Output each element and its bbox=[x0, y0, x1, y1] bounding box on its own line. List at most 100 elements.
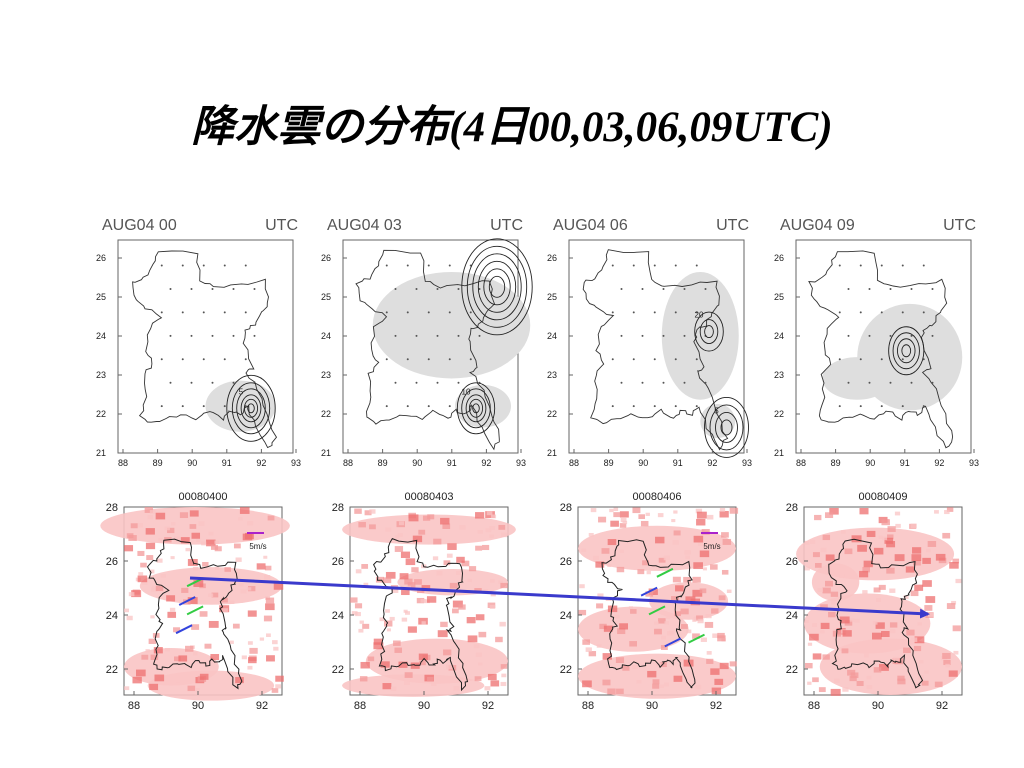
precip-cell bbox=[456, 571, 462, 575]
precip-cell bbox=[706, 658, 714, 664]
precip-area bbox=[342, 674, 485, 697]
precip-cell bbox=[632, 507, 641, 514]
precip-cell bbox=[722, 538, 732, 545]
precip-cell bbox=[603, 625, 613, 632]
y-tick-label: 21 bbox=[547, 448, 557, 458]
precip-cell bbox=[447, 543, 457, 550]
station-dot bbox=[704, 381, 707, 384]
contour-line bbox=[488, 275, 506, 298]
precip-cell bbox=[221, 597, 228, 603]
station-dot bbox=[674, 264, 677, 267]
y-tick-label: 22 bbox=[774, 409, 784, 419]
precip-cell bbox=[155, 512, 166, 520]
precip-cell bbox=[726, 589, 732, 594]
precip-cell bbox=[695, 508, 703, 514]
x-tick-label: 88 bbox=[343, 458, 353, 468]
precip-cell bbox=[489, 526, 496, 531]
precip-cell bbox=[714, 678, 724, 685]
precip-cell bbox=[953, 650, 959, 655]
station-dot bbox=[436, 381, 439, 384]
precip-cell bbox=[680, 608, 689, 615]
precip-cell bbox=[582, 680, 592, 688]
precip-cell bbox=[187, 597, 198, 605]
precip-cell bbox=[241, 655, 247, 660]
station-dot bbox=[478, 334, 481, 337]
station-dot bbox=[922, 311, 925, 314]
precip-cell bbox=[597, 593, 604, 598]
precip-cell bbox=[598, 516, 607, 523]
station-dot bbox=[160, 358, 163, 361]
precip-cell bbox=[136, 523, 143, 528]
precip-cell bbox=[927, 612, 933, 617]
precip-cell bbox=[717, 632, 725, 639]
station-dot bbox=[880, 358, 883, 361]
precip-cell bbox=[871, 632, 882, 640]
precip-cell bbox=[581, 548, 587, 552]
x-tick-label: 91 bbox=[447, 458, 457, 468]
precip-cell bbox=[153, 647, 163, 654]
x-tick-label: 92 bbox=[256, 700, 268, 712]
precip-cell bbox=[179, 512, 189, 519]
precip-cell bbox=[196, 538, 201, 542]
precip-cell bbox=[185, 547, 190, 552]
precip-cell bbox=[719, 508, 726, 512]
station-dot bbox=[611, 358, 614, 361]
precip-cell bbox=[266, 655, 275, 662]
wind-vector bbox=[640, 586, 658, 597]
precip-cell bbox=[839, 574, 845, 578]
precip-cell bbox=[866, 675, 872, 680]
precip-cell bbox=[878, 535, 883, 539]
precip-cell bbox=[411, 567, 419, 573]
station-dot bbox=[620, 334, 623, 337]
precip-cell bbox=[500, 582, 508, 589]
precip-cell bbox=[807, 642, 813, 646]
precip-cell bbox=[483, 589, 489, 593]
precip-cell bbox=[373, 638, 383, 645]
station-dot bbox=[253, 334, 256, 337]
precip-cell bbox=[914, 584, 924, 591]
precip-cell bbox=[501, 673, 507, 678]
precip-cell bbox=[882, 536, 888, 541]
precip-cell bbox=[398, 661, 408, 668]
contour-label: 5 bbox=[239, 387, 244, 396]
precip-cell bbox=[578, 609, 587, 616]
station-dot bbox=[901, 358, 904, 361]
contour-line bbox=[236, 388, 266, 429]
precip-cell bbox=[841, 648, 849, 654]
precip-cell bbox=[884, 537, 894, 544]
precip-cell bbox=[181, 587, 189, 593]
precip-cell bbox=[150, 654, 159, 660]
precip-cell bbox=[673, 530, 681, 536]
precip-cell bbox=[208, 620, 219, 628]
station-dot bbox=[704, 287, 707, 290]
precip-cell bbox=[148, 638, 157, 644]
precip-cell bbox=[602, 679, 611, 686]
precip-cell bbox=[164, 647, 170, 652]
country-outline bbox=[132, 250, 278, 449]
x-tick-label: 90 bbox=[418, 700, 430, 712]
precip-cell bbox=[825, 554, 835, 561]
precip-cell bbox=[498, 524, 506, 530]
precip-cell bbox=[208, 593, 214, 598]
x-tick-label: 91 bbox=[673, 458, 683, 468]
precip-cell bbox=[615, 657, 625, 663]
precip-cell bbox=[155, 585, 164, 592]
precip-cell bbox=[887, 526, 896, 532]
precip-cell bbox=[407, 582, 416, 588]
precip-cell bbox=[271, 688, 279, 693]
precip-cell bbox=[490, 592, 496, 597]
contour-line bbox=[472, 253, 522, 321]
station-dot bbox=[181, 405, 184, 408]
precip-cell bbox=[248, 586, 256, 592]
precip-cell bbox=[910, 523, 917, 529]
y-tick-label: 26 bbox=[774, 253, 784, 263]
precip-cell bbox=[614, 614, 620, 619]
precip-cell bbox=[191, 532, 201, 539]
station-dot bbox=[653, 311, 656, 314]
station-dot bbox=[190, 381, 193, 384]
precip-cell bbox=[875, 597, 882, 602]
precip-cell bbox=[854, 618, 860, 623]
y-tick-label: 22 bbox=[786, 664, 798, 676]
precip-cell bbox=[489, 604, 496, 609]
precip-cell bbox=[211, 544, 219, 550]
